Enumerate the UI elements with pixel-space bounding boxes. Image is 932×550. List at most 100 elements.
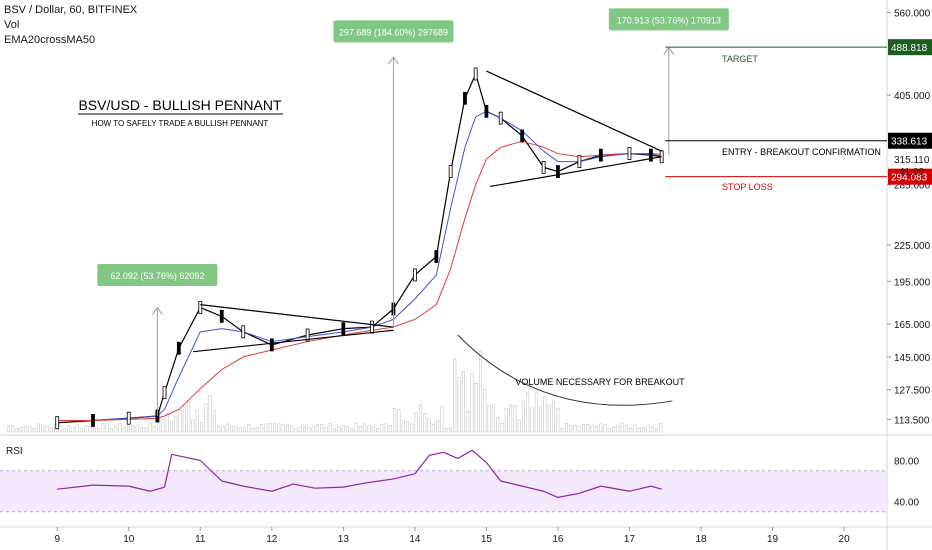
price-line-segment <box>200 306 222 317</box>
time-tick-label: 15 <box>481 534 493 545</box>
volume-bar <box>350 428 354 433</box>
volume-bar <box>483 388 487 433</box>
volume-bar <box>624 424 628 433</box>
volume-bar <box>358 425 362 433</box>
volume-bar <box>195 410 199 433</box>
volume-bar <box>650 426 654 433</box>
symbol-title[interactable]: BSV / Dollar, 60, BITFINEX <box>4 4 138 16</box>
time-tick-label: 18 <box>695 534 707 545</box>
ema-line-segment <box>243 331 272 343</box>
rsi-segment <box>457 449 473 459</box>
time-tick-label: 17 <box>624 534 636 545</box>
volume-bar <box>105 422 109 433</box>
rsi-label: RSI <box>6 446 23 457</box>
volume-bar <box>620 422 624 433</box>
ema-line-segment <box>164 376 180 410</box>
volume-bar <box>599 423 603 433</box>
price-candle <box>241 325 246 339</box>
volume-bar <box>444 427 448 433</box>
price-line-segment <box>242 331 273 346</box>
volume-bar <box>28 425 32 433</box>
rsi-segment <box>128 485 151 492</box>
ma-line-segment <box>435 268 452 305</box>
volume-bar <box>384 423 388 433</box>
price-candle <box>520 129 525 143</box>
price-candle <box>434 250 439 263</box>
volume-bar <box>375 427 380 433</box>
price-tag <box>888 39 932 56</box>
price-candle <box>556 165 560 178</box>
measure-box-label: 297.689 (184.60%) 297689 <box>339 27 448 37</box>
axes: RSI 560.000 405.000 285.000 225.000 195.000 1… <box>6 9 932 545</box>
volume-bar <box>127 426 131 433</box>
rsi-segment <box>393 473 416 480</box>
price-candle <box>370 320 374 334</box>
price-candle <box>162 386 167 400</box>
ema-line-segment <box>543 150 559 163</box>
volume-bar <box>251 427 255 433</box>
volume-bar <box>204 403 208 433</box>
bar-countdown-label: 41:00 <box>899 167 924 178</box>
rsi-segment <box>600 485 630 492</box>
price-candle <box>176 341 181 355</box>
ma-line-segment <box>579 154 601 158</box>
chart-annotation-title: BSV/USD - BULLISH PENNANT <box>78 97 281 113</box>
time-tick-label: 19 <box>767 534 779 545</box>
entry-label: ENTRY - BREAKOUT CONFIRMATION <box>722 147 881 157</box>
volume-bar <box>49 426 53 433</box>
price-tick-label: 225.000 <box>894 241 931 252</box>
pennant-2-lower-line <box>489 156 662 188</box>
ema-line-segment <box>371 318 394 328</box>
volume-bar <box>543 396 547 433</box>
measure-box-label: 170.913 (53.76%) 170913 <box>617 15 721 25</box>
volume-bar <box>491 404 495 433</box>
volume-bar <box>397 409 401 433</box>
price-candle <box>91 414 95 427</box>
rsi-segment <box>471 449 487 464</box>
volume-bar <box>307 427 311 433</box>
chart-annotation-subtitle: HOW TO SAFELY TRADE A BULLISH PENNANT <box>92 119 269 128</box>
volume-bar <box>345 426 350 433</box>
rsi-segment <box>57 484 94 490</box>
volume-bar <box>556 408 560 433</box>
volume-bar <box>24 426 28 433</box>
price-line-segment <box>221 315 244 333</box>
last-price-label: 315.110 <box>894 155 930 166</box>
rsi-segment <box>429 451 444 456</box>
volume-bar <box>328 422 332 433</box>
ma-line-segment <box>371 326 394 331</box>
volume-bar <box>19 427 23 433</box>
volume-bar <box>109 427 113 433</box>
volume-curve <box>457 334 673 406</box>
ema-line-segment <box>178 331 201 378</box>
price-tag-label: 294.083 <box>891 173 928 184</box>
chart-legend: BSV / Dollar, 60, BITFINEX Vol EMA20cros… <box>4 3 137 48</box>
ema-line-segment <box>271 336 308 343</box>
rsi-segment <box>500 480 523 487</box>
ema-line-segment <box>500 117 523 132</box>
ema-line-segment <box>435 207 452 276</box>
volume-bar <box>144 427 148 433</box>
volume-bar <box>453 358 457 433</box>
volume-bar <box>431 424 435 433</box>
volume-bar <box>298 426 302 433</box>
volume-bar <box>92 427 96 433</box>
volume-bar <box>560 428 564 433</box>
volume-bar <box>217 425 221 433</box>
price-line-segment <box>500 117 523 137</box>
price-tick-label: 405.000 <box>894 91 931 102</box>
volume-bar <box>521 400 525 433</box>
volume-bar <box>114 426 118 433</box>
volume-bar <box>277 423 281 433</box>
volume-bar <box>32 428 36 433</box>
price-tick-label: 195.000 <box>894 277 931 288</box>
ema-indicator-label[interactable]: EMA20crossMA50 <box>4 34 96 46</box>
price-line-segment <box>178 307 201 349</box>
ema-line-segment <box>450 147 466 209</box>
volume-bar <box>517 419 521 433</box>
volume-indicator-label[interactable]: Vol <box>4 19 20 31</box>
volume-bar <box>569 425 573 433</box>
price-candle <box>649 148 653 162</box>
